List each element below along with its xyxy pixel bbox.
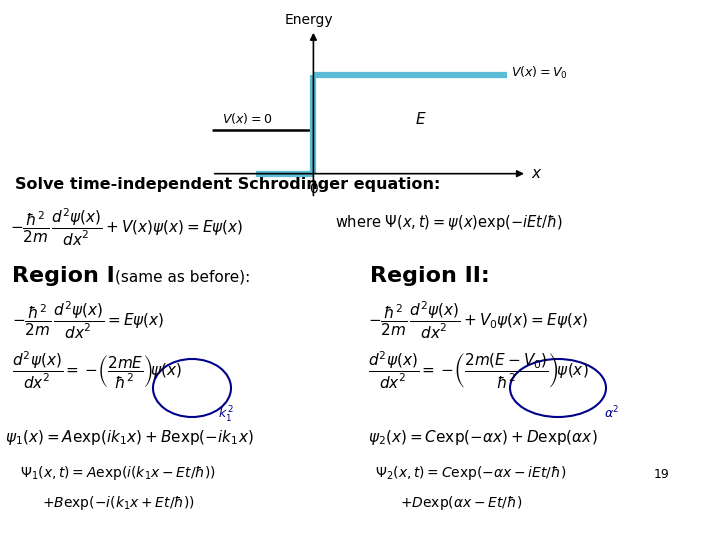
Text: Region II:: Region II: xyxy=(370,266,490,286)
Text: 19: 19 xyxy=(654,468,670,481)
Text: $E$: $E$ xyxy=(415,111,427,127)
Text: $k_1^{\,2}$: $k_1^{\,2}$ xyxy=(218,405,234,425)
Text: Region I: Region I xyxy=(12,266,114,286)
Text: (same as before):: (same as before): xyxy=(115,270,251,285)
Text: $-\dfrac{\hbar^2}{2m}\,\dfrac{d^2\psi(x)}{dx^2}+V_0\psi(x)=E\psi(x)$: $-\dfrac{\hbar^2}{2m}\,\dfrac{d^2\psi(x)… xyxy=(368,300,588,341)
Text: $V(x) = V_0$: $V(x) = V_0$ xyxy=(510,64,567,80)
Text: $\alpha^2$: $\alpha^2$ xyxy=(604,405,619,422)
Text: $\dfrac{d^2\psi(x)}{dx^2}=-\!\left(\dfrac{2m(E-V_0)}{\hbar^2}\right)\!\psi(x)$: $\dfrac{d^2\psi(x)}{dx^2}=-\!\left(\dfra… xyxy=(368,350,588,391)
Text: $\psi_1(x)=A\exp(ik_1x)+B\exp(-ik_1x)$: $\psi_1(x)=A\exp(ik_1x)+B\exp(-ik_1x)$ xyxy=(5,428,253,447)
Text: $+D\exp(\alpha x-Et/\hbar)$: $+D\exp(\alpha x-Et/\hbar)$ xyxy=(400,494,523,512)
Text: $\psi_2(x)=C\exp(-\alpha x)+D\exp(\alpha x)$: $\psi_2(x)=C\exp(-\alpha x)+D\exp(\alpha… xyxy=(368,428,598,447)
Text: $+B\exp(-i(k_1x+Et/\hbar))$: $+B\exp(-i(k_1x+Et/\hbar))$ xyxy=(42,494,195,512)
Text: where $\Psi(x,t)=\psi(x)\exp(-iEt/\hbar)$: where $\Psi(x,t)=\psi(x)\exp(-iEt/\hbar)… xyxy=(335,213,563,232)
Text: $\dfrac{d^2\psi(x)}{dx^2}=-\!\left(\dfrac{2mE}{\hbar^2}\right)\!\psi(x)$: $\dfrac{d^2\psi(x)}{dx^2}=-\!\left(\dfra… xyxy=(12,350,182,391)
Text: $V(x) = 0$: $V(x) = 0$ xyxy=(222,111,272,126)
Text: $0$: $0$ xyxy=(308,182,318,196)
Text: Energy: Energy xyxy=(285,13,333,27)
Text: $-\dfrac{\hbar^2}{2m}\,\dfrac{d^2\psi(x)}{dx^2}+V(x)\psi(x)=E\psi(x)$: $-\dfrac{\hbar^2}{2m}\,\dfrac{d^2\psi(x)… xyxy=(10,207,243,248)
Text: $\Psi_2(x,t)=C\exp(-\alpha x-iEt/\hbar)$: $\Psi_2(x,t)=C\exp(-\alpha x-iEt/\hbar)$ xyxy=(375,464,567,482)
Text: $x$: $x$ xyxy=(531,166,542,181)
Text: $\Psi_1(x,t)=A\exp(i(k_1x-Et/\hbar))$: $\Psi_1(x,t)=A\exp(i(k_1x-Et/\hbar))$ xyxy=(20,464,216,482)
Text: Solve time-independent Schrodinger equation:: Solve time-independent Schrodinger equat… xyxy=(15,177,441,192)
Text: $-\dfrac{\hbar^2}{2m}\,\dfrac{d^2\psi(x)}{dx^2}=E\psi(x)$: $-\dfrac{\hbar^2}{2m}\,\dfrac{d^2\psi(x)… xyxy=(12,300,164,341)
